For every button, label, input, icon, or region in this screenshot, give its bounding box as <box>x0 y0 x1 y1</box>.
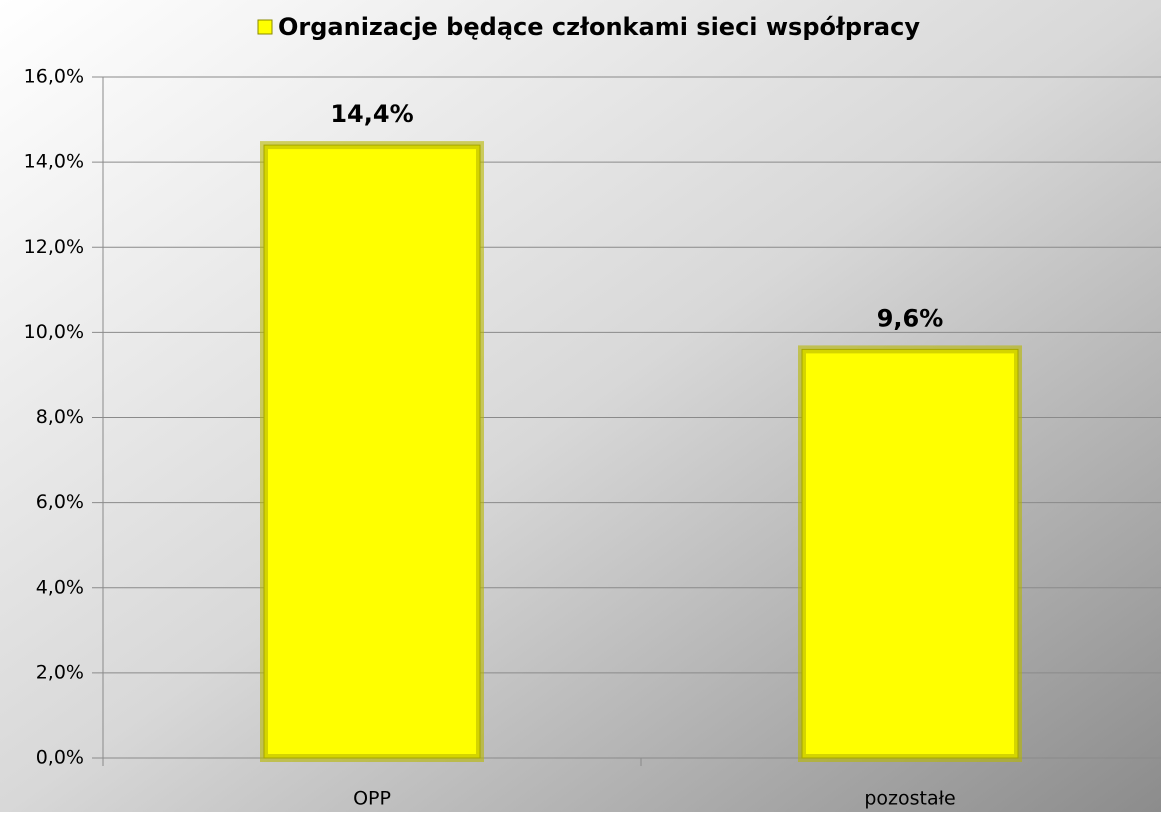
x-tick-label: OPP <box>353 788 391 810</box>
bar <box>263 144 481 759</box>
y-tick-label: 0,0% <box>36 747 84 769</box>
legend-label: Organizacje będące członkami sieci współ… <box>278 13 920 41</box>
y-tick-label: 12,0% <box>24 236 84 258</box>
y-tick-label: 4,0% <box>36 576 84 598</box>
bar-bevel <box>798 345 1022 762</box>
y-tick-label: 6,0% <box>36 491 84 513</box>
x-tick-label: pozostałe <box>864 788 955 810</box>
y-tick-label: 8,0% <box>36 406 84 428</box>
value-label: 14,4% <box>330 100 413 128</box>
y-tick-label: 2,0% <box>36 661 84 683</box>
bar <box>801 348 1019 759</box>
bar-bevel <box>260 141 484 763</box>
y-tick-label: 10,0% <box>24 321 84 343</box>
y-tick-label: 14,0% <box>24 151 84 173</box>
value-label: 9,6% <box>877 304 944 332</box>
y-tick-label: 16,0% <box>24 66 84 88</box>
legend-swatch <box>257 19 273 35</box>
